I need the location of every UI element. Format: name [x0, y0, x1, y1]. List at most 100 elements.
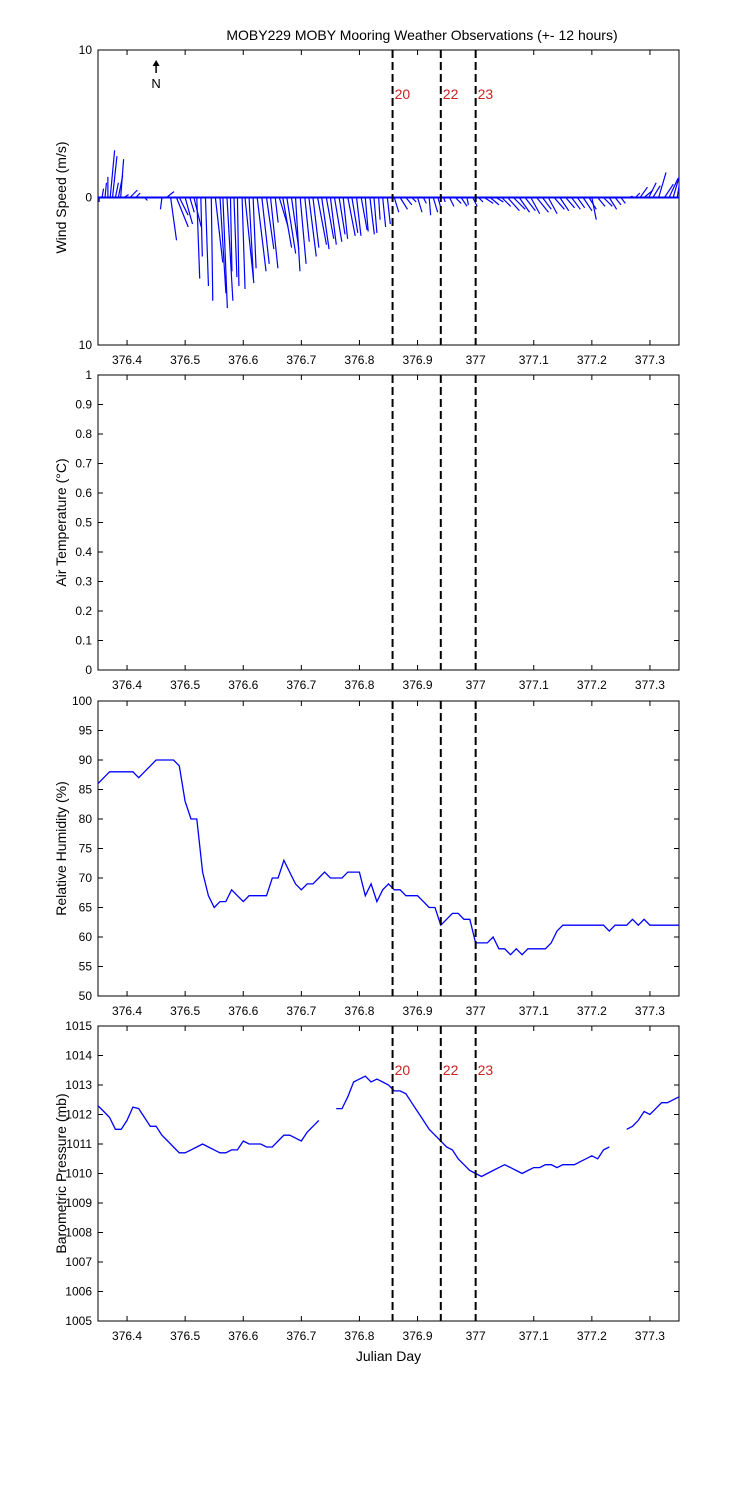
wind-vector: [466, 197, 469, 205]
wind-vector: [265, 197, 275, 250]
series-line-0: [98, 1075, 679, 1178]
wind-vector: [378, 197, 381, 220]
y-tick-label: 0.4: [75, 545, 92, 559]
y-tick-label: 50: [79, 989, 93, 1003]
wind-vector: [333, 197, 343, 242]
y-tick-label: 60: [79, 930, 93, 944]
y-tick-label: 95: [79, 724, 93, 738]
wind-vector: [576, 197, 586, 209]
wind-vector: [101, 188, 105, 198]
y-tick-label: 1006: [65, 1285, 92, 1299]
wind-vector: [214, 197, 224, 263]
marker-label: 23: [478, 86, 494, 102]
x-tick-label: 376.6: [228, 1004, 258, 1018]
y-tick-label: 0: [85, 663, 92, 677]
x-tick-label: 376.8: [344, 1329, 374, 1343]
plot-area: [98, 759, 679, 956]
wind-vector: [304, 197, 310, 242]
north-arrow-icon: [152, 60, 160, 66]
y-tick-label: 1007: [65, 1255, 92, 1269]
x-tick-label: 376.5: [170, 353, 200, 367]
y-tick-label: 80: [79, 812, 93, 826]
x-tick-label: 376.9: [403, 1329, 433, 1343]
plot-area: [98, 150, 679, 309]
x-tick-label: 377.1: [519, 1004, 549, 1018]
wind-vector: [484, 197, 494, 204]
y-tick-label: 1005: [65, 1314, 92, 1328]
y-tick-label: 1: [85, 368, 92, 382]
wind-vector: [342, 197, 349, 239]
x-axis-label: Julian Day: [356, 1348, 421, 1364]
y-tick-label: 0.9: [75, 398, 92, 412]
wind-vector: [178, 197, 189, 216]
plot-frame: [97, 1025, 680, 1322]
wind-vector: [200, 197, 203, 257]
x-tick-label: 377: [466, 1004, 486, 1018]
x-tick-label: 376.5: [170, 1004, 200, 1018]
x-tick-label: 376.6: [228, 1329, 258, 1343]
wind-vector: [204, 197, 210, 287]
wind-vector: [382, 197, 387, 228]
wind-vector: [233, 197, 238, 278]
marker-label: 20: [395, 1062, 411, 1078]
wind-vector: [274, 197, 279, 223]
y-tick-label: 0.6: [75, 486, 92, 500]
wind-vector: [620, 197, 626, 204]
wind-vector: [639, 186, 648, 198]
wind-vector: [360, 197, 368, 231]
wind-vector: [175, 197, 189, 228]
wind-vector: [196, 197, 201, 279]
x-tick-label: 377.3: [635, 353, 665, 367]
wind-vector: [501, 197, 512, 207]
wind-vector: [582, 197, 593, 212]
wind-vector: [629, 195, 633, 199]
x-tick-label: 376.8: [344, 353, 374, 367]
wind-vector: [448, 197, 455, 207]
x-tick-label: 376.5: [170, 1329, 200, 1343]
wind-vector: [252, 197, 257, 269]
wind-vector: [321, 197, 330, 250]
wind-vector: [286, 197, 297, 254]
x-tick-label: 376.4: [112, 678, 142, 692]
y-tick-label: 55: [79, 960, 93, 974]
x-tick-label: 376.7: [286, 353, 316, 367]
y-tick-label: 0.3: [75, 575, 92, 589]
wind-vector: [329, 197, 337, 245]
x-tick-label: 376.8: [344, 1004, 374, 1018]
wind-vector: [325, 197, 335, 239]
wind-vector: [373, 197, 378, 233]
y-tick-label: 70: [79, 871, 93, 885]
marker-label: 22: [443, 1062, 459, 1078]
wind-vector: [236, 197, 240, 287]
wind-vector: [658, 172, 667, 198]
wind-vector: [120, 159, 125, 198]
wind-vector: [248, 197, 255, 279]
wind-vector: [663, 183, 674, 198]
x-tick-label: 377: [466, 1329, 486, 1343]
wind-vector: [422, 197, 427, 204]
wind-vector: [114, 182, 119, 198]
wind-vector: [648, 182, 657, 198]
x-tick-label: 377.2: [577, 353, 607, 367]
wind-vector: [411, 197, 417, 203]
x-tick-label: 377.3: [635, 1004, 665, 1018]
wind-vector: [495, 196, 504, 203]
wind-vector: [386, 197, 391, 225]
wind-vector: [518, 197, 531, 213]
plot-frame: [97, 374, 680, 671]
wind-vector: [241, 197, 246, 289]
x-tick-label: 377.2: [577, 678, 607, 692]
wind-vector: [347, 197, 356, 236]
y-tick-label: 10: [79, 43, 93, 57]
wind-vector: [312, 197, 320, 248]
wind-vector: [541, 197, 552, 210]
wind-vector: [454, 197, 462, 204]
y-tick-label: 85: [79, 783, 93, 797]
wind-vector: [111, 156, 118, 198]
marker-label: 22: [443, 86, 459, 102]
x-tick-label: 376.7: [286, 1004, 316, 1018]
wind-vector: [547, 197, 558, 215]
y-tick-label: 0.5: [75, 516, 92, 530]
wind-vector: [222, 197, 228, 309]
